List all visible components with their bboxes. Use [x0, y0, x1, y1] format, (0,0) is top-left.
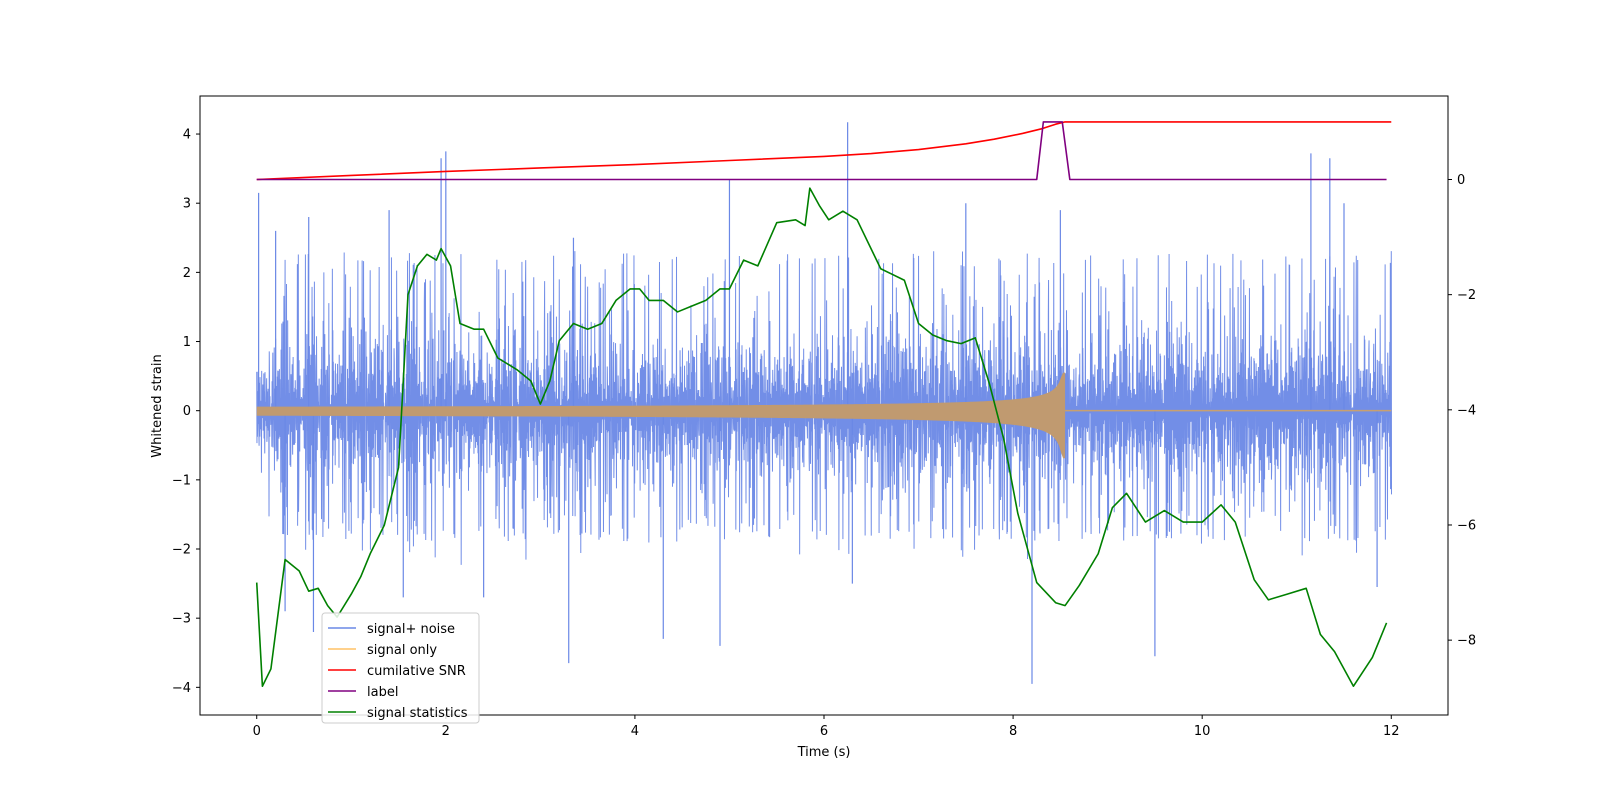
y-tick-label: 2 — [183, 266, 191, 281]
x-tick-label: 0 — [253, 724, 261, 739]
y-tick-label: 4 — [183, 128, 191, 143]
y-tick-label: −2 — [172, 543, 191, 558]
x-tick-label: 4 — [631, 724, 639, 739]
y-tick-label: 1 — [183, 335, 191, 350]
y2-tick-label: 0 — [1457, 173, 1465, 188]
y2-axis-ticks: −8 −6 −4 −2 0 — [1448, 173, 1476, 649]
legend-signal-noise-text: signal+ noise — [367, 622, 455, 637]
x-tick-label: 8 — [1009, 724, 1017, 739]
y-axis-ticks: −4 −3 −2 −1 0 1 2 3 4 — [172, 128, 200, 696]
legend-label-text: label — [367, 685, 398, 700]
y-tick-label: −1 — [172, 473, 191, 488]
series-signal-only — [256, 372, 1066, 459]
y2-tick-label: −8 — [1457, 634, 1476, 649]
x-tick-label: 2 — [442, 724, 450, 739]
x-tick-label: 6 — [820, 724, 828, 739]
y-tick-label: −4 — [172, 681, 191, 696]
x-tick-label: 12 — [1383, 724, 1400, 739]
x-tick-label: 10 — [1194, 724, 1211, 739]
series-cumulative-snr — [256, 121, 1392, 181]
y-tick-label: −3 — [172, 612, 191, 627]
x-axis-ticks: 0 2 4 6 8 10 12 — [253, 715, 1400, 739]
series-layer — [255, 121, 1393, 688]
y2-tick-label: −6 — [1457, 518, 1476, 533]
x-axis-label: Time (s) — [797, 745, 851, 760]
legend-cumulative-snr-text: cumilative SNR — [367, 664, 466, 679]
y-axis-label: Whitened strain — [150, 354, 165, 457]
legend: signal+ noise signal only cumilative SNR la… — [321, 612, 480, 724]
y2-tick-label: −4 — [1457, 403, 1476, 418]
y-tick-label: 0 — [183, 404, 191, 419]
series-label — [256, 121, 1387, 181]
series-signal-statistics — [255, 187, 1388, 688]
y2-tick-label: −2 — [1457, 288, 1476, 303]
legend-signal-statistics-text: signal statistics — [367, 706, 468, 721]
y-tick-label: 3 — [183, 197, 191, 212]
legend-signal-only-text: signal only — [367, 643, 437, 658]
legend-box — [321, 612, 480, 724]
